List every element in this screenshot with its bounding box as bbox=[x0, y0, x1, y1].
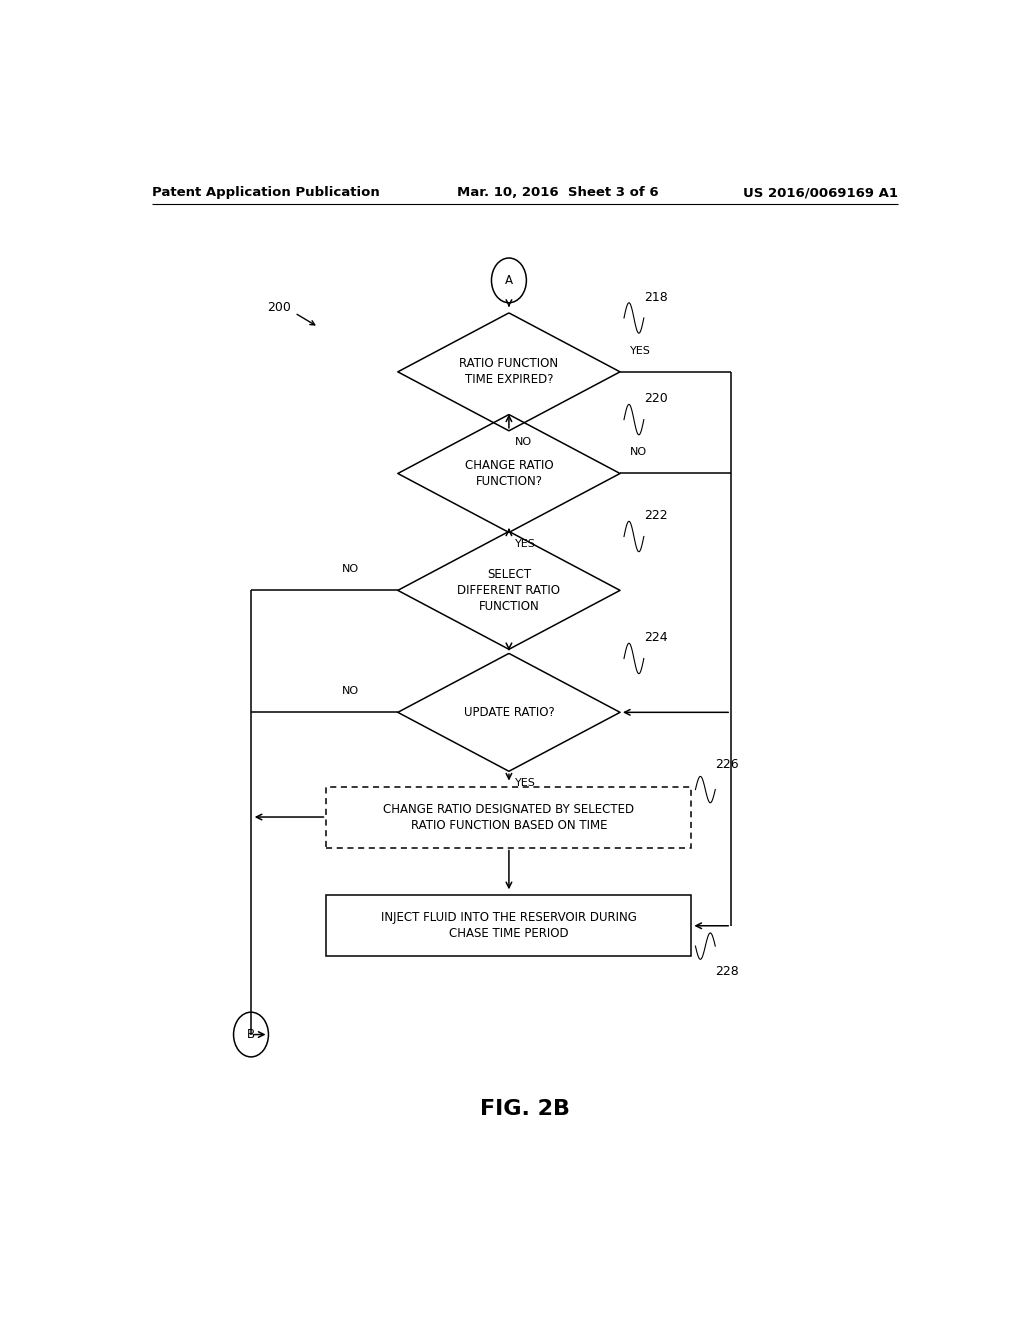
Text: UPDATE RATIO?: UPDATE RATIO? bbox=[464, 706, 554, 719]
Text: US 2016/0069169 A1: US 2016/0069169 A1 bbox=[742, 186, 898, 199]
Text: YES: YES bbox=[515, 539, 537, 549]
Text: 200: 200 bbox=[267, 301, 291, 314]
Text: 228: 228 bbox=[715, 965, 739, 978]
Text: NO: NO bbox=[630, 447, 647, 457]
Text: 226: 226 bbox=[715, 758, 739, 771]
Text: FIG. 2B: FIG. 2B bbox=[480, 1098, 569, 1119]
Bar bbox=[327, 895, 691, 956]
Text: 218: 218 bbox=[644, 290, 668, 304]
Text: NO: NO bbox=[515, 437, 532, 447]
Text: CHANGE RATIO
FUNCTION?: CHANGE RATIO FUNCTION? bbox=[465, 459, 553, 488]
Text: CHANGE RATIO DESIGNATED BY SELECTED
RATIO FUNCTION BASED ON TIME: CHANGE RATIO DESIGNATED BY SELECTED RATI… bbox=[383, 803, 635, 832]
Text: NO: NO bbox=[342, 686, 359, 696]
Text: RATIO FUNCTION
TIME EXPIRED?: RATIO FUNCTION TIME EXPIRED? bbox=[460, 358, 558, 387]
Text: A: A bbox=[505, 273, 513, 286]
Text: 220: 220 bbox=[644, 392, 668, 405]
Text: B: B bbox=[247, 1028, 255, 1041]
Text: Mar. 10, 2016  Sheet 3 of 6: Mar. 10, 2016 Sheet 3 of 6 bbox=[458, 186, 659, 199]
Text: SELECT
DIFFERENT RATIO
FUNCTION: SELECT DIFFERENT RATIO FUNCTION bbox=[458, 568, 560, 612]
Text: INJECT FLUID INTO THE RESERVOIR DURING
CHASE TIME PERIOD: INJECT FLUID INTO THE RESERVOIR DURING C… bbox=[381, 911, 637, 940]
Text: YES: YES bbox=[515, 777, 537, 788]
Text: YES: YES bbox=[630, 346, 650, 355]
Text: Patent Application Publication: Patent Application Publication bbox=[152, 186, 380, 199]
Bar bbox=[327, 787, 691, 847]
Text: 224: 224 bbox=[644, 631, 668, 644]
Text: 222: 222 bbox=[644, 510, 668, 523]
Text: NO: NO bbox=[342, 564, 359, 574]
